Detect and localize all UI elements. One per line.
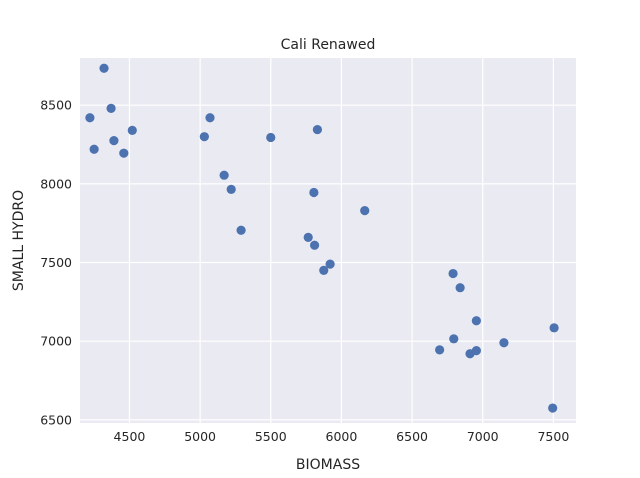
data-point [448, 268, 458, 279]
x-tick-label: 7500 [537, 429, 569, 444]
x-tick-labels: 4500 5000 5500 6000 6500 7000 7500 [114, 429, 570, 444]
y-axis-title: SMALL HYDRO [11, 190, 27, 291]
x-tick-label: 7000 [467, 429, 499, 444]
y-tick-label: 6500 [40, 412, 72, 427]
data-point [499, 338, 509, 348]
data-point [226, 184, 236, 194]
x-tick-label: 6500 [396, 429, 428, 444]
y-tick-label: 7000 [40, 334, 72, 349]
data-point [548, 403, 558, 413]
data-point [309, 187, 319, 198]
data-point [303, 232, 313, 242]
data-point [360, 206, 370, 216]
data-point [205, 113, 215, 123]
x-tick-label: 5500 [255, 429, 287, 444]
data-point [266, 132, 276, 143]
chart-title: Cali Renawed [281, 37, 376, 53]
data-point [325, 259, 335, 269]
data-point [435, 345, 445, 355]
data-point [89, 144, 99, 154]
data-point [465, 349, 475, 359]
grid-lines [80, 58, 576, 423]
data-point [85, 113, 95, 123]
data-point [449, 334, 459, 344]
data-point [106, 103, 116, 113]
data-point [471, 316, 481, 326]
data-point [99, 63, 109, 73]
data-point [236, 225, 246, 235]
y-tick-label: 8500 [40, 98, 72, 113]
data-point [109, 135, 119, 146]
x-tick-label: 5000 [184, 429, 216, 444]
data-point [319, 265, 329, 275]
data-point [312, 124, 323, 135]
data-point [127, 125, 137, 135]
x-tick-label: 6000 [326, 429, 358, 444]
x-axis-title: BIOMASS [296, 457, 360, 473]
data-point [219, 170, 229, 180]
y-tick-labels: 6500 7000 7500 8000 8500 [40, 98, 72, 428]
data-points [85, 63, 559, 413]
data-point [119, 148, 129, 158]
data-point [549, 323, 559, 333]
data-point [455, 283, 465, 293]
y-tick-label: 7500 [40, 255, 72, 270]
data-point [309, 240, 320, 250]
x-tick-label: 4500 [114, 429, 146, 444]
y-tick-label: 8000 [40, 176, 72, 191]
data-point [199, 132, 209, 142]
plot-area [80, 58, 576, 423]
